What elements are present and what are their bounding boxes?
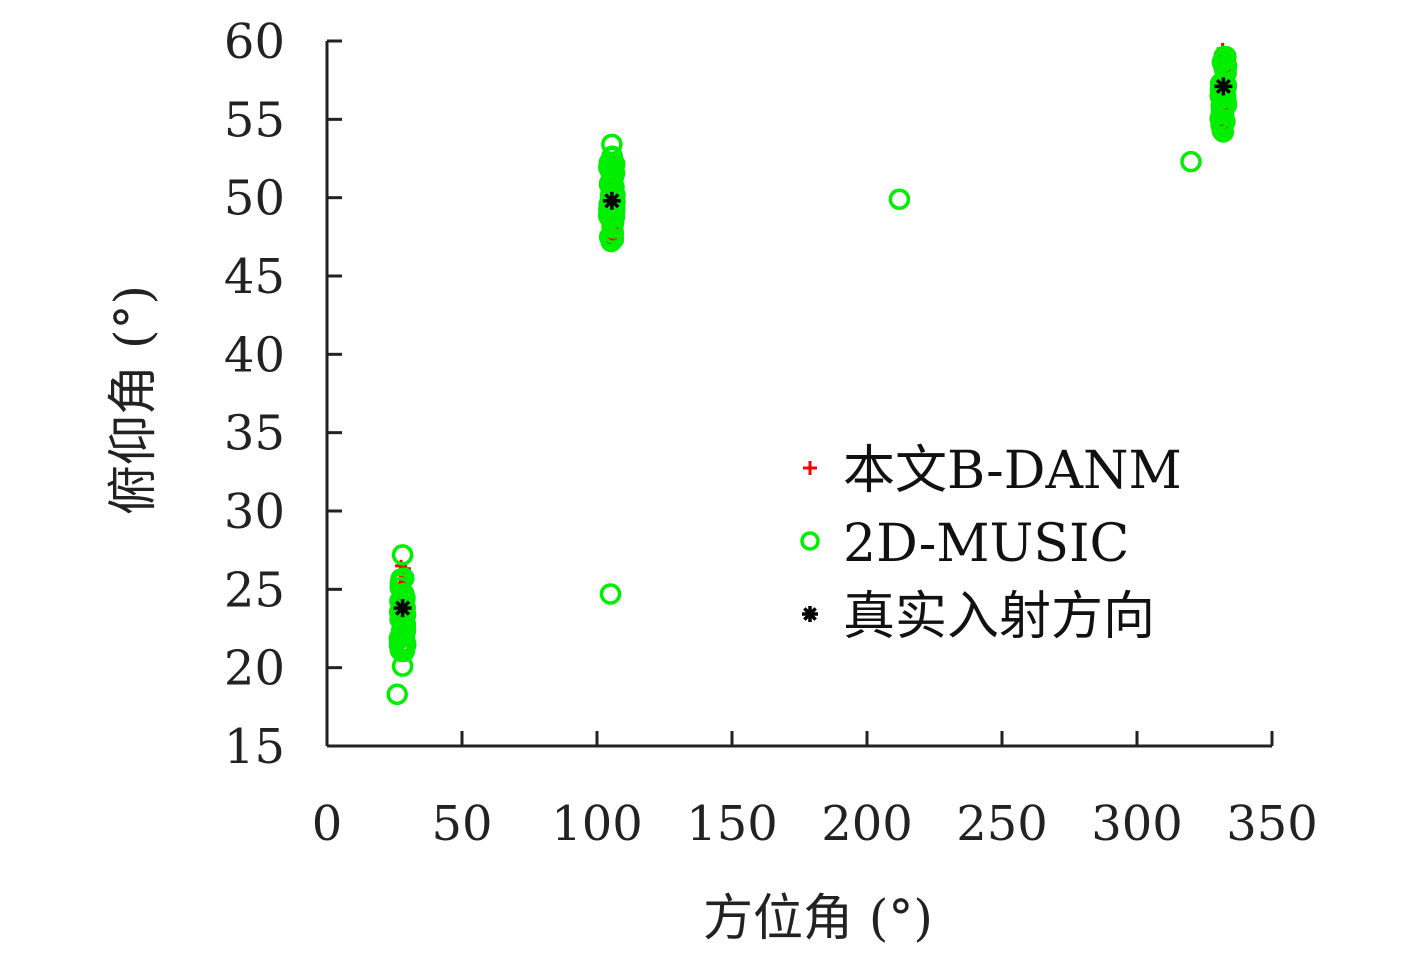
y-tick-label: 15: [224, 719, 285, 775]
music-outlier-point: [391, 544, 414, 566]
y-tick-label: 25: [224, 562, 285, 618]
legend-label: 2D-MUSIC: [843, 514, 1129, 574]
x-tick-label: 50: [431, 796, 492, 852]
asterisk-stroke: [1215, 78, 1232, 95]
y-tick-label: 20: [224, 641, 285, 697]
legend-marker-true: [802, 606, 818, 622]
legend-label: 本文B-DANM: [843, 441, 1182, 501]
true-direction-point: [1214, 77, 1233, 96]
music-point: [600, 160, 623, 183]
legend-marker-music: [800, 531, 820, 551]
legend-marker-b-danm: [803, 461, 817, 475]
y-tick-label: 55: [224, 92, 285, 148]
music-outlier-point: [1180, 150, 1202, 173]
y-tick-label: 60: [224, 14, 285, 70]
y-tick-label: 35: [224, 406, 285, 462]
x-tick-label: 200: [821, 796, 913, 852]
music-point: [391, 569, 413, 591]
y-tick-label: 50: [224, 171, 285, 227]
legend: 本文B-DANM 2D-MUSIC 真实入射方向: [800, 441, 1182, 647]
music-point: [601, 213, 624, 235]
y-axis-title: 俯仰角 (°): [104, 285, 162, 515]
music-outlier-point: [888, 188, 911, 210]
x-tick-label: 350: [1226, 796, 1318, 852]
music-point: [1211, 119, 1233, 142]
plot-area: [386, 42, 1238, 706]
x-tick-label: 100: [551, 796, 643, 852]
music-point: [1209, 108, 1231, 130]
y-tick-label: 30: [224, 484, 285, 540]
y-tick-label: 45: [224, 249, 285, 305]
true-direction-point: [602, 191, 621, 210]
legend-label: 真实入射方向: [843, 587, 1155, 647]
x-tick-label: 0: [312, 796, 343, 852]
true-direction-point: [393, 599, 412, 618]
music-point: [394, 631, 416, 653]
asterisk-stroke: [394, 600, 411, 616]
music-outlier-point: [599, 583, 622, 605]
music-outlier-point: [386, 683, 408, 706]
x-tick-label: 300: [1091, 796, 1183, 852]
axes: 0 50 100 150 200 250 300 350 15 20 25 30 35 40 45 50 55 6…: [104, 14, 1318, 947]
music-outlier-point: [601, 133, 623, 156]
music-point: [1209, 72, 1232, 95]
asterisk-stroke: [803, 607, 817, 621]
y-tick-label: 40: [224, 327, 285, 383]
x-axis-title: 方位角 (°): [703, 889, 933, 947]
music-point: [1215, 45, 1237, 68]
x-tick-label: 150: [686, 796, 778, 852]
music-outlier-point: [391, 655, 414, 677]
music-point: [599, 226, 621, 248]
music-point: [602, 222, 625, 244]
asterisk-stroke: [604, 193, 620, 209]
x-tick-label: 250: [956, 796, 1048, 852]
